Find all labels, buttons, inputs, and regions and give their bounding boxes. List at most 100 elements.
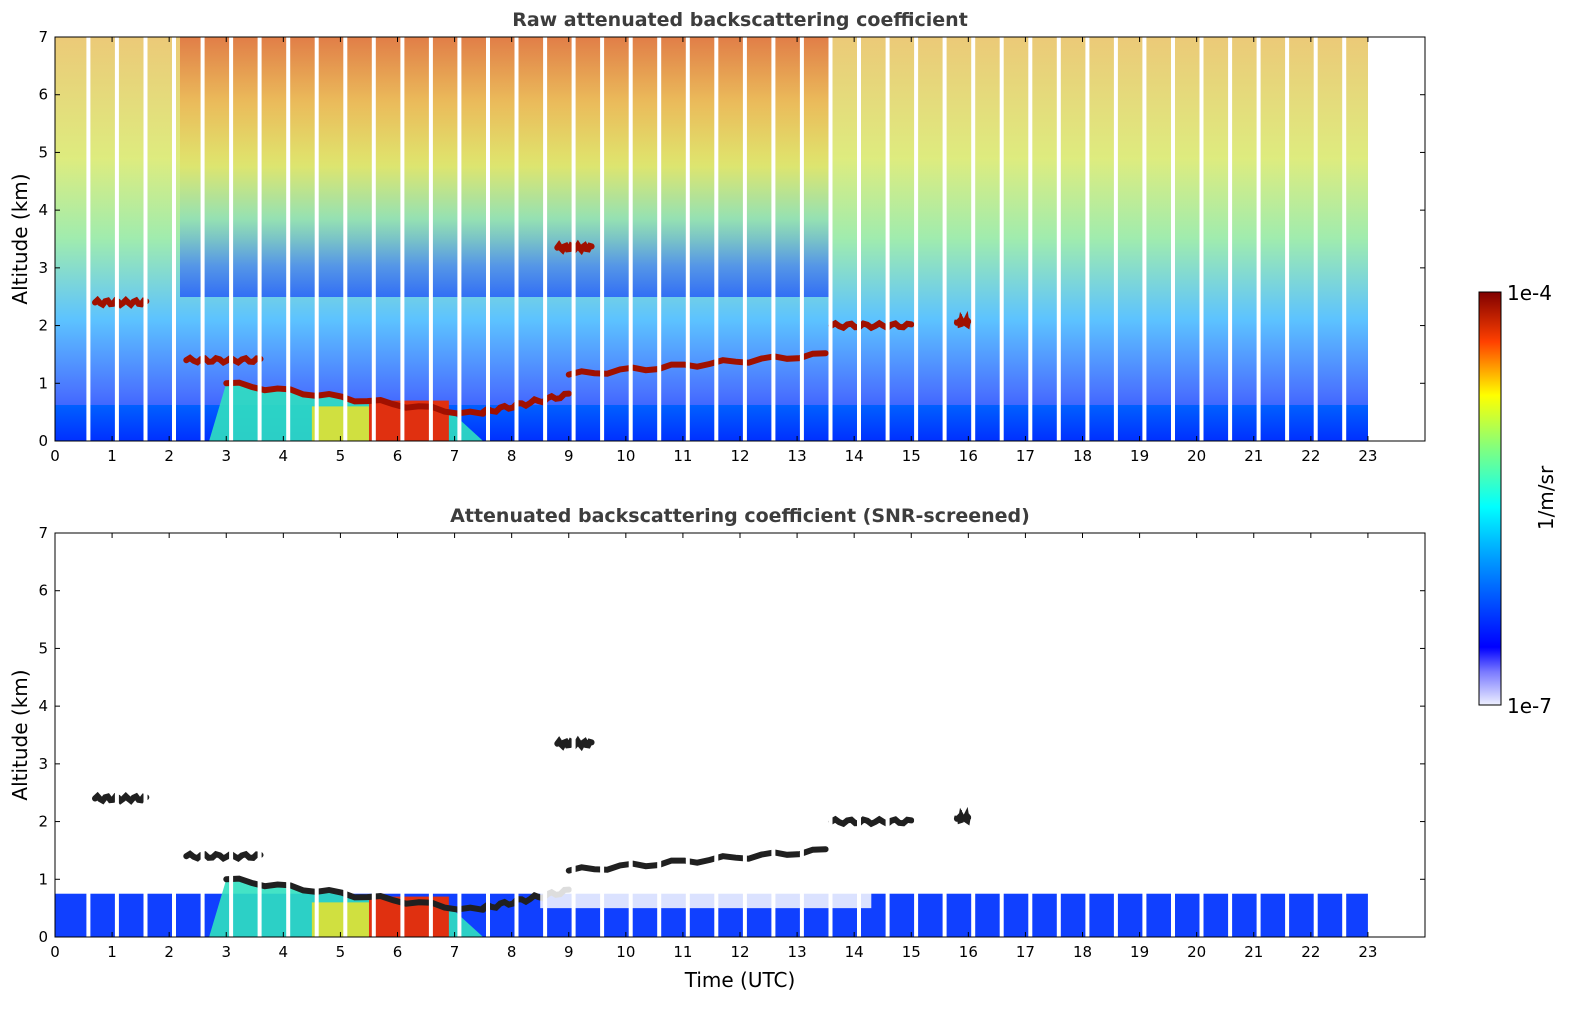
y-tick-label: 0 — [38, 432, 48, 450]
missing-profile-gap — [486, 533, 490, 937]
missing-profile-gap — [628, 533, 633, 937]
missing-profile-gap — [543, 37, 548, 441]
x-tick-label: 5 — [336, 943, 346, 961]
bottom-panel-title: Attenuated backscattering coefficient (S… — [450, 505, 1030, 527]
x-tick-label: 21 — [1244, 943, 1263, 961]
missing-profile-gap — [685, 37, 690, 441]
missing-profile-gap — [1085, 37, 1090, 441]
x-tick-label: 9 — [564, 943, 574, 961]
x-tick-label: 19 — [1130, 447, 1149, 465]
x-tick-label: 12 — [730, 447, 749, 465]
missing-profile-gap — [914, 37, 919, 441]
top-panel: Raw attenuated backscattering coefficien… — [8, 9, 1426, 465]
missing-profile-gap — [1285, 37, 1290, 441]
x-tick-label: 18 — [1073, 943, 1092, 961]
missing-profile-gap — [1142, 533, 1147, 937]
x-tick-label: 20 — [1187, 447, 1206, 465]
moderate-backscatter-region — [311, 902, 369, 937]
y-tick-label: 0 — [38, 928, 48, 946]
missing-profile-gap — [200, 533, 205, 937]
x-tick-label: 2 — [164, 943, 174, 961]
missing-profile-gap — [914, 533, 919, 937]
x-tick-label: 20 — [1187, 943, 1206, 961]
x-tick-label: 3 — [221, 943, 231, 961]
missing-profile-gap — [229, 533, 234, 937]
missing-profile-gap — [1142, 37, 1147, 441]
x-tick-label: 15 — [902, 447, 921, 465]
y-tick-label: 4 — [38, 697, 48, 715]
missing-profile-gap — [628, 37, 633, 441]
missing-profile-gap — [600, 37, 605, 441]
missing-profile-gap — [771, 533, 776, 937]
cloud-layer — [480, 390, 572, 416]
missing-profile-gap — [999, 37, 1004, 441]
missing-profile-gap — [1228, 37, 1233, 441]
x-tick-label: 7 — [450, 943, 460, 961]
x-tick-label: 18 — [1073, 447, 1092, 465]
cloud-layer — [223, 875, 487, 913]
top-heatmap — [55, 37, 1368, 441]
missing-profile-gap — [314, 533, 319, 937]
bottom-axes: 0 1 2 3 4 5 6 7 8 9 10 11 12 13 14 15 16 17 18 19 20 21 22 2301… — [38, 524, 1425, 961]
x-tick-label: 9 — [564, 447, 574, 465]
missing-profile-gap — [172, 37, 176, 441]
moderate-backscatter-region — [311, 406, 369, 441]
missing-profile-gap — [1028, 37, 1033, 441]
cloud-layer — [953, 806, 972, 826]
missing-profile-gap — [343, 37, 348, 441]
bottom-panel: Attenuated backscattering coefficient (S… — [8, 505, 1426, 992]
x-tick-label: 10 — [616, 447, 635, 465]
y-tick-label: 1 — [38, 870, 48, 888]
missing-profile-gap — [486, 37, 490, 441]
missing-profile-gap — [885, 533, 890, 937]
missing-profile-gap — [514, 37, 519, 441]
missing-profile-gap — [172, 533, 176, 937]
missing-profile-gap — [742, 37, 747, 441]
top-y-axis-label: Altitude (km) — [8, 173, 32, 304]
missing-profile-gap — [428, 37, 433, 441]
missing-profile-gap — [257, 37, 262, 441]
x-tick-label: 7 — [450, 447, 460, 465]
missing-profile-gap — [343, 533, 348, 937]
cloud-layer — [92, 295, 150, 309]
cloud-layer — [223, 379, 487, 417]
missing-profile-gap — [457, 533, 462, 937]
missing-profile-gap — [1228, 533, 1233, 937]
x-tick-label: 8 — [507, 447, 517, 465]
x-tick-label: 15 — [902, 943, 921, 961]
x-tick-label: 13 — [788, 447, 807, 465]
colorbar-min-label: 1e-7 — [1507, 694, 1552, 718]
x-tick-label: 1 — [107, 447, 117, 465]
x-tick-label: 14 — [845, 943, 864, 961]
missing-profile-gap — [685, 533, 690, 937]
missing-profile-gap — [657, 37, 662, 441]
x-tick-label: 3 — [221, 447, 231, 465]
x-tick-label: 17 — [1016, 943, 1035, 961]
x-tick-label: 12 — [730, 943, 749, 961]
x-tick-label: 0 — [50, 447, 60, 465]
missing-profile-gap — [1199, 533, 1204, 937]
missing-profile-gap — [971, 533, 976, 937]
missing-profile-gap — [314, 37, 319, 441]
missing-profile-gap — [200, 37, 205, 441]
y-tick-label: 3 — [38, 259, 48, 277]
y-tick-label: 1 — [38, 374, 48, 392]
missing-profile-gap — [457, 37, 462, 441]
y-tick-label: 3 — [38, 755, 48, 773]
x-tick-label: 16 — [959, 447, 978, 465]
missing-profile-gap — [1171, 37, 1175, 441]
missing-profile-gap — [1256, 533, 1261, 937]
cloud-layer — [953, 310, 972, 330]
colorbar-unit-label: 1/m/sr — [1534, 465, 1558, 530]
missing-profile-gap — [428, 533, 433, 937]
x-tick-label: 23 — [1358, 943, 1377, 961]
x-tick-label: 21 — [1244, 447, 1263, 465]
missing-profile-gap — [257, 533, 262, 937]
x-tick-label: 11 — [673, 447, 692, 465]
y-tick-label: 5 — [38, 143, 48, 161]
x-tick-label: 0 — [50, 943, 60, 961]
missing-profile-gap — [543, 533, 548, 937]
y-tick-label: 4 — [38, 201, 48, 219]
bottom-data-gaps — [86, 533, 1347, 937]
missing-profile-gap — [1056, 533, 1061, 937]
